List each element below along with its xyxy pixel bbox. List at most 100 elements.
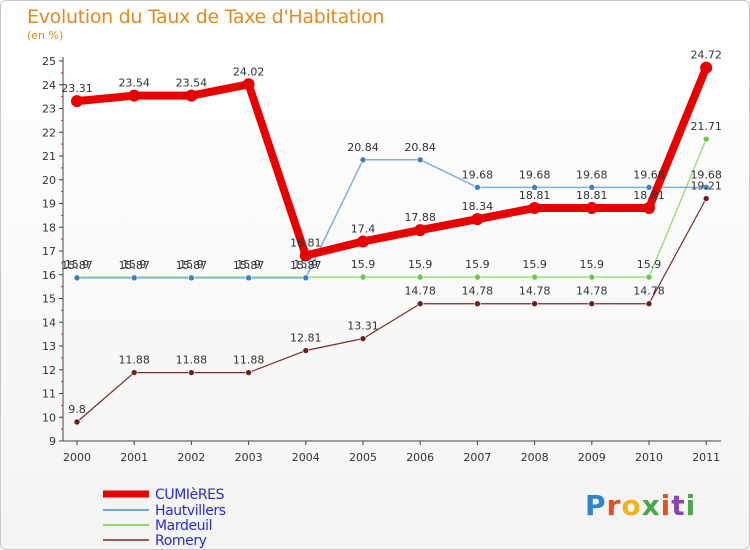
data-label: 19.21 — [690, 180, 722, 193]
data-label: 14.78 — [462, 285, 494, 298]
data-label: 15.9 — [351, 258, 376, 271]
x-tick-label: 2010 — [635, 451, 663, 464]
data-point-0 — [242, 78, 255, 91]
y-tick-label: 22 — [42, 126, 56, 139]
data-label: 15.9 — [465, 258, 490, 271]
y-tick-label: 18 — [42, 221, 56, 234]
unit-label: (en %) — [27, 29, 64, 42]
data-point-1 — [188, 274, 195, 282]
series-line-1 — [76, 159, 707, 279]
data-label: 14.78 — [519, 285, 551, 298]
data-point-0 — [700, 61, 713, 74]
data-label: 23.31 — [61, 82, 93, 95]
data-point-1 — [302, 274, 310, 282]
data-point-2 — [645, 273, 653, 281]
legend-label: Hautvillers — [155, 503, 226, 519]
data-label: 15.9 — [179, 258, 204, 271]
data-label: 24.02 — [233, 65, 265, 78]
x-tick-label: 2007 — [463, 451, 491, 464]
y-tick-label: 14 — [42, 316, 56, 329]
data-point-0 — [414, 224, 427, 237]
data-label: 15.87 — [61, 259, 93, 272]
data-point-0 — [128, 89, 141, 102]
legend-label: Mardeuil — [155, 518, 212, 534]
data-label: 11.88 — [118, 354, 150, 367]
data-point-3 — [130, 369, 138, 376]
legend-label: Romery — [155, 533, 207, 549]
data-point-3 — [188, 369, 195, 376]
data-label: 15.87 — [233, 259, 265, 272]
data-label: 15.9 — [122, 258, 147, 271]
data-point-1 — [245, 274, 252, 282]
x-tick-label: 2001 — [120, 451, 148, 464]
data-point-2 — [416, 273, 424, 281]
data-label: 20.84 — [404, 141, 436, 154]
data-point-3 — [588, 300, 596, 308]
x-tick-label: 2008 — [521, 451, 549, 464]
data-point-1 — [359, 156, 367, 164]
data-label: 15.9 — [408, 258, 433, 271]
x-tick-label: 2009 — [578, 451, 606, 464]
data-point-3 — [359, 335, 367, 342]
y-tick-label: 19 — [42, 198, 56, 211]
y-tick-label: 23 — [42, 103, 56, 116]
x-tick-label: 2006 — [406, 451, 434, 464]
y-tick-label: 16 — [42, 269, 56, 282]
data-label: 14.78 — [633, 285, 665, 298]
data-label: 14.78 — [576, 285, 608, 298]
data-label: 14.78 — [404, 285, 436, 298]
data-point-3 — [474, 300, 481, 308]
data-point-3 — [302, 347, 310, 354]
x-tick-label: 2003 — [235, 451, 263, 464]
data-point-2 — [702, 135, 710, 143]
data-point-3 — [416, 300, 424, 308]
data-label: 23.54 — [176, 77, 208, 90]
y-tick-label: 13 — [42, 340, 56, 353]
data-label: 19.68 — [462, 168, 494, 181]
data-point-1 — [531, 184, 538, 191]
data-label: 15.9 — [637, 258, 662, 271]
data-label: 11.88 — [233, 354, 265, 367]
data-label: 18.81 — [519, 189, 551, 202]
y-tick-label: 25 — [42, 55, 56, 68]
y-tick-label: 15 — [42, 293, 56, 306]
data-label: 12.81 — [290, 332, 322, 345]
data-point-1 — [702, 184, 710, 191]
data-label: 19.68 — [690, 168, 722, 181]
data-point-2 — [474, 273, 481, 281]
chart-title: Evolution du Taux de Taxe d'Habitation — [27, 6, 385, 28]
y-tick-label: 10 — [42, 411, 56, 424]
data-point-1 — [416, 156, 424, 164]
y-tick-label: 11 — [42, 388, 56, 401]
data-label: 19.68 — [633, 168, 665, 181]
data-label: 17.88 — [404, 211, 436, 224]
y-tick-label: 17 — [42, 245, 56, 258]
y-tick-label: 12 — [42, 364, 56, 377]
data-point-2 — [588, 273, 596, 281]
series-line-0 — [73, 63, 711, 260]
data-label: 19.68 — [576, 168, 608, 181]
series-line-3 — [76, 197, 707, 423]
data-point-2 — [531, 273, 538, 281]
data-label: 19.68 — [519, 168, 551, 181]
data-point-3 — [531, 300, 538, 308]
data-label: 11.88 — [176, 354, 208, 367]
data-label: 21.71 — [690, 120, 722, 133]
data-label: 24.72 — [690, 49, 722, 62]
data-point-2 — [359, 273, 367, 281]
y-tick-label: 20 — [42, 174, 56, 187]
data-point-3 — [245, 369, 252, 376]
data-point-1 — [73, 274, 81, 282]
data-label: 15.9 — [522, 258, 547, 271]
data-point-3 — [702, 195, 710, 202]
data-label: 23.54 — [118, 77, 150, 90]
data-label: 15.9 — [65, 258, 90, 271]
data-label: 18.81 — [576, 189, 608, 202]
data-point-0 — [585, 202, 598, 215]
data-label: 15.87 — [118, 259, 150, 272]
data-point-1 — [474, 184, 481, 191]
proxiti-logo: Proxiti — [585, 489, 697, 522]
x-tick-label: 2011 — [692, 451, 720, 464]
